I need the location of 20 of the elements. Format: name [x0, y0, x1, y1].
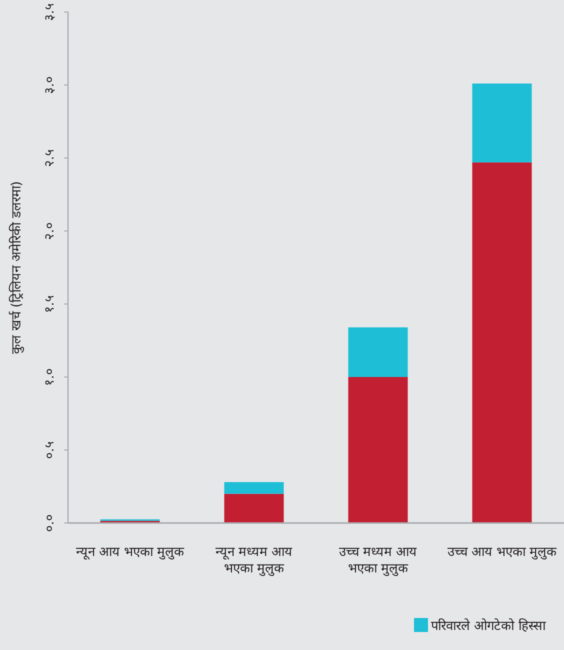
legend-label: परिवारले ओगटेको हिस्सा: [431, 618, 546, 634]
bar: [472, 84, 532, 162]
bar: [472, 162, 532, 523]
y-tick-label: १.५: [42, 294, 58, 314]
x-tick-label: न्यून मध्यम आय भएका मुलुक: [215, 545, 293, 576]
x-tick-label: उच्च आय भएका मुलुक: [447, 545, 558, 560]
y-tick-label: ०.५: [42, 440, 58, 460]
y-tick-label: ३.५: [42, 2, 58, 22]
bar: [348, 377, 408, 523]
bar: [224, 482, 284, 494]
bar: [348, 327, 408, 377]
y-axis-title: कुल खर्च (ट्रिलियन अमेरिकी डलरमा): [8, 181, 24, 354]
x-tick-label: उच्च मध्यम आय भएका मुलुक: [338, 545, 418, 576]
y-tick-label: २.५: [42, 148, 58, 168]
bar: [224, 494, 284, 523]
x-tick-label: न्यून आय भएका मुलुक: [76, 545, 186, 560]
y-tick-label: १.०: [42, 368, 58, 386]
y-tick-label: २.०: [42, 222, 58, 240]
y-tick-label: ३.०: [42, 76, 58, 94]
y-tick-label: ०.०: [42, 514, 58, 532]
